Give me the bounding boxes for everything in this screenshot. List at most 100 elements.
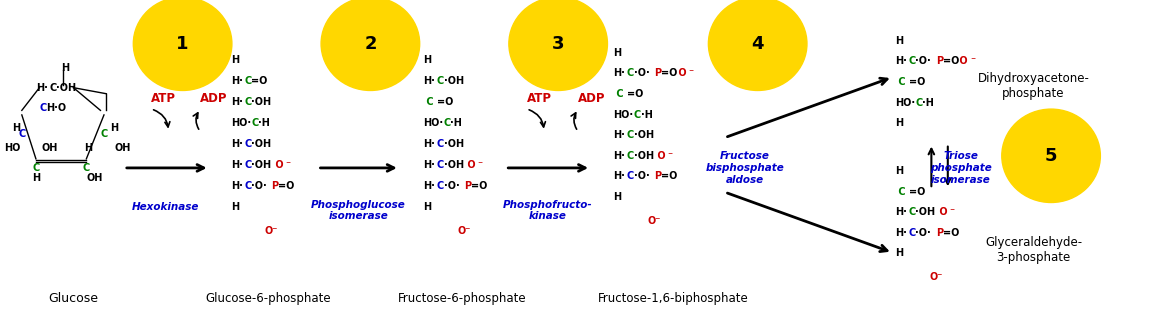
Text: ⁻: ⁻ bbox=[478, 160, 483, 170]
Text: HO·: HO· bbox=[423, 118, 443, 128]
Text: C: C bbox=[437, 181, 444, 191]
Text: H: H bbox=[895, 166, 904, 176]
Text: ·OH: ·OH bbox=[633, 151, 653, 161]
Text: C: C bbox=[633, 110, 642, 120]
Text: O⁻: O⁻ bbox=[647, 216, 660, 226]
Text: H: H bbox=[423, 202, 431, 212]
Text: H: H bbox=[613, 192, 622, 202]
Text: C: C bbox=[49, 83, 56, 93]
Text: C: C bbox=[437, 160, 444, 170]
Text: C: C bbox=[82, 163, 90, 173]
Text: H·: H· bbox=[230, 181, 242, 191]
Text: =O: =O bbox=[627, 89, 643, 99]
Text: C: C bbox=[444, 118, 451, 128]
Text: C: C bbox=[627, 130, 634, 140]
Text: H: H bbox=[230, 55, 239, 65]
Text: O⁻: O⁻ bbox=[457, 226, 471, 236]
Text: C: C bbox=[908, 56, 915, 66]
Text: =O: =O bbox=[908, 77, 925, 87]
Text: O: O bbox=[956, 56, 968, 66]
Text: H·: H· bbox=[895, 56, 907, 66]
Text: H: H bbox=[895, 248, 904, 258]
Text: C: C bbox=[40, 103, 47, 113]
Text: H: H bbox=[895, 118, 904, 128]
Text: H·: H· bbox=[36, 83, 48, 93]
Text: HO·: HO· bbox=[230, 118, 250, 128]
Text: Glucose-6-phosphate: Glucose-6-phosphate bbox=[206, 292, 331, 305]
Text: H·: H· bbox=[423, 139, 435, 149]
Text: ADP: ADP bbox=[200, 92, 228, 105]
Text: H·: H· bbox=[613, 130, 625, 140]
Text: C: C bbox=[895, 187, 906, 196]
Text: H·: H· bbox=[230, 139, 242, 149]
Text: H·: H· bbox=[613, 151, 625, 161]
Text: H·: H· bbox=[423, 160, 435, 170]
Text: C: C bbox=[244, 139, 251, 149]
Text: ⁻: ⁻ bbox=[949, 207, 954, 217]
Text: C: C bbox=[32, 163, 40, 173]
Text: 2: 2 bbox=[364, 35, 377, 53]
Text: 4: 4 bbox=[752, 35, 764, 53]
Text: Dihydroxyacetone-
phosphate: Dihydroxyacetone- phosphate bbox=[978, 72, 1089, 100]
Text: O⁻: O⁻ bbox=[264, 226, 278, 236]
Text: H: H bbox=[85, 143, 92, 153]
Ellipse shape bbox=[1002, 109, 1100, 203]
Text: O⁻: O⁻ bbox=[929, 272, 942, 282]
Text: HO·: HO· bbox=[895, 98, 915, 108]
Text: H·: H· bbox=[423, 76, 435, 86]
Text: Glyceraldehyde-
3-phosphate: Glyceraldehyde- 3-phosphate bbox=[985, 236, 1082, 264]
Text: Fructose-6-phosphate: Fructose-6-phosphate bbox=[397, 292, 526, 305]
Text: H·: H· bbox=[613, 172, 625, 181]
Text: H: H bbox=[423, 55, 431, 65]
Text: C: C bbox=[627, 68, 634, 78]
Text: 5: 5 bbox=[1045, 147, 1058, 165]
Text: C: C bbox=[251, 118, 258, 128]
Text: C: C bbox=[244, 181, 251, 191]
Text: C: C bbox=[423, 97, 434, 107]
Text: HO·: HO· bbox=[613, 110, 633, 120]
Text: =O: =O bbox=[662, 172, 677, 181]
Text: 3: 3 bbox=[552, 35, 564, 53]
Text: ·O·: ·O· bbox=[251, 181, 267, 191]
Text: Fructose-1,6-biphosphate: Fructose-1,6-biphosphate bbox=[598, 292, 748, 305]
Text: ·O·: ·O· bbox=[633, 172, 650, 181]
Text: H·: H· bbox=[423, 181, 435, 191]
Text: HO: HO bbox=[5, 143, 21, 153]
Text: ·H: ·H bbox=[640, 110, 652, 120]
Text: =O: =O bbox=[908, 187, 925, 196]
Text: OH: OH bbox=[42, 143, 58, 153]
Text: ·OH: ·OH bbox=[444, 76, 464, 86]
Text: =O: =O bbox=[662, 68, 677, 78]
Text: H: H bbox=[32, 173, 40, 183]
Text: ·O·: ·O· bbox=[915, 228, 931, 238]
Text: 1: 1 bbox=[176, 35, 189, 53]
Text: C: C bbox=[437, 139, 444, 149]
Text: ·H: ·H bbox=[922, 98, 934, 108]
Text: ·O·: ·O· bbox=[633, 68, 650, 78]
Text: H·: H· bbox=[895, 228, 907, 238]
Text: ATP: ATP bbox=[526, 92, 551, 105]
Text: P: P bbox=[654, 68, 662, 78]
Ellipse shape bbox=[321, 0, 419, 91]
Text: ·OH: ·OH bbox=[633, 130, 653, 140]
Text: C: C bbox=[18, 129, 26, 139]
Text: Phosphofructo-
kinase: Phosphofructo- kinase bbox=[503, 199, 592, 221]
Text: ATP: ATP bbox=[150, 92, 176, 105]
Text: H: H bbox=[230, 202, 239, 212]
Text: P: P bbox=[935, 56, 944, 66]
Text: ·OH: ·OH bbox=[444, 139, 464, 149]
Text: OH: OH bbox=[87, 173, 102, 183]
Text: H: H bbox=[613, 48, 622, 58]
Text: C: C bbox=[627, 151, 634, 161]
Text: Hexokinase: Hexokinase bbox=[132, 202, 199, 212]
Text: ·OH: ·OH bbox=[915, 207, 935, 217]
Text: H·: H· bbox=[230, 76, 242, 86]
Text: OH: OH bbox=[114, 143, 130, 153]
Text: H·O: H·O bbox=[46, 103, 66, 113]
Text: P: P bbox=[464, 181, 471, 191]
Text: C: C bbox=[915, 98, 922, 108]
Text: =O: =O bbox=[942, 56, 959, 66]
Text: C: C bbox=[895, 77, 906, 87]
Text: ·OH: ·OH bbox=[251, 139, 271, 149]
Text: O: O bbox=[935, 207, 947, 217]
